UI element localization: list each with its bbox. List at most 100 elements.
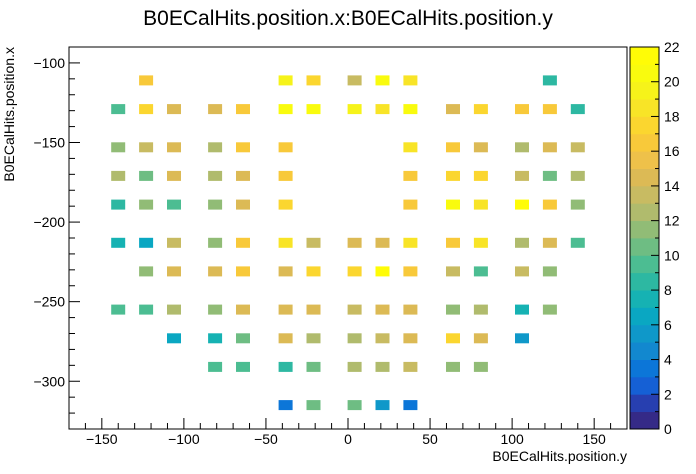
heatmap-bin bbox=[278, 266, 293, 277]
heatmap-bin bbox=[403, 237, 418, 248]
heatmap-bin bbox=[347, 75, 362, 86]
heatmap-bin bbox=[111, 104, 126, 115]
heatmap-bin bbox=[473, 237, 488, 248]
heatmap-bin bbox=[236, 104, 250, 115]
colorbar-segment bbox=[630, 307, 659, 326]
heatmap-bin bbox=[306, 104, 321, 115]
heatmap-bin bbox=[403, 304, 418, 315]
colorbar: 0 2 4 6 8 10 12 14 16 18 20 22 bbox=[629, 39, 680, 437]
heatmap-bin bbox=[236, 304, 250, 315]
x-axis-ticks: −150 −100 −50 0 50 100 150 bbox=[84, 418, 612, 447]
colorbar-segment bbox=[630, 203, 659, 222]
heatmap-bin bbox=[375, 104, 390, 115]
colorbar-segment bbox=[630, 290, 659, 308]
heatmap-bin bbox=[278, 142, 293, 153]
heatmap-bin bbox=[347, 304, 362, 315]
heatmap-bin bbox=[570, 104, 585, 115]
heatmap-bin bbox=[542, 142, 557, 153]
heatmap-bin bbox=[139, 266, 154, 277]
heatmap-bin bbox=[403, 333, 418, 344]
heatmap-bin bbox=[375, 361, 390, 372]
heatmap-bin bbox=[111, 170, 126, 181]
heatmap-bin bbox=[111, 304, 126, 315]
heatmap-bin bbox=[570, 237, 585, 248]
heatmap-bin bbox=[236, 170, 250, 181]
colorbar-tick-label: 8 bbox=[664, 282, 672, 298]
heatmap-bin bbox=[208, 104, 223, 115]
heatmap-bin bbox=[446, 361, 460, 372]
heatmap-bin bbox=[167, 104, 181, 115]
heatmap-bin bbox=[278, 75, 293, 86]
heatmap-bin bbox=[306, 400, 321, 411]
heatmap-bin bbox=[278, 199, 293, 210]
heatmap-bin bbox=[139, 170, 154, 181]
heatmap-bin bbox=[542, 266, 557, 277]
x-axis-label: B0ECalHits.position.y bbox=[492, 448, 627, 464]
heatmap-bin bbox=[167, 199, 181, 210]
chart-title: B0ECalHits.position.x:B0ECalHits.positio… bbox=[143, 7, 553, 30]
colorbar-tick-label: 10 bbox=[664, 247, 680, 263]
heatmap-bin bbox=[167, 142, 181, 153]
x-tick-label: −100 bbox=[168, 431, 200, 447]
heatmap-bin bbox=[208, 304, 223, 315]
heatmap-bin bbox=[515, 237, 529, 248]
heatmap-bin bbox=[306, 75, 321, 86]
colorbar-segment bbox=[630, 238, 659, 256]
heatmap-bin bbox=[515, 142, 529, 153]
heatmap-bins bbox=[111, 75, 585, 411]
colorbar-segment bbox=[630, 342, 659, 360]
heatmap-bin bbox=[570, 170, 585, 181]
colorbar-segment bbox=[630, 359, 659, 378]
colorbar-segment bbox=[630, 81, 659, 100]
heatmap-bin bbox=[542, 75, 557, 86]
colorbar-segment bbox=[630, 168, 659, 187]
colorbar-segment bbox=[630, 47, 659, 65]
heatmap-bin bbox=[347, 361, 362, 372]
heatmap-bin bbox=[278, 361, 293, 372]
heatmap-bin bbox=[473, 142, 488, 153]
heatmap-bin bbox=[515, 304, 529, 315]
heatmap-bin bbox=[403, 400, 418, 411]
heatmap-bin bbox=[208, 199, 223, 210]
heatmap-bin bbox=[473, 361, 488, 372]
y-tick-label: −100 bbox=[33, 55, 65, 71]
heatmap-bin bbox=[236, 333, 250, 344]
heatmap-bin bbox=[473, 266, 488, 277]
heatmap-bin bbox=[306, 304, 321, 315]
x-tick-label: −150 bbox=[86, 431, 118, 447]
heatmap-bin bbox=[236, 266, 250, 277]
heatmap-bin bbox=[139, 304, 154, 315]
x-tick-label: 100 bbox=[500, 431, 524, 447]
heatmap-bin bbox=[473, 199, 488, 210]
heatmap-bin bbox=[570, 142, 585, 153]
heatmap-bin bbox=[139, 237, 154, 248]
colorbar-tick-label: 14 bbox=[664, 178, 680, 194]
heatmap-bin bbox=[306, 333, 321, 344]
heatmap-bin bbox=[347, 104, 362, 115]
heatmap-bin bbox=[403, 75, 418, 86]
heatmap-bin bbox=[446, 142, 460, 153]
colorbar-tick-label: 20 bbox=[664, 74, 680, 90]
colorbar-tick-label: 22 bbox=[664, 39, 680, 55]
colorbar-tick-label: 0 bbox=[664, 421, 672, 437]
colorbar-segment bbox=[630, 64, 659, 83]
heatmap-bin bbox=[515, 266, 529, 277]
heatmap-bin bbox=[515, 333, 529, 344]
heatmap-bin bbox=[208, 170, 223, 181]
heatmap-bin bbox=[347, 266, 362, 277]
colorbar-segment bbox=[630, 255, 659, 274]
heatmap-bin bbox=[139, 75, 154, 86]
heatmap-bin bbox=[542, 170, 557, 181]
heatmap-bin bbox=[473, 304, 488, 315]
heatmap-bin bbox=[446, 266, 460, 277]
colorbar-segment bbox=[630, 220, 659, 239]
heatmap-bin bbox=[208, 266, 223, 277]
heatmap-bin bbox=[167, 237, 181, 248]
heatmap-bin bbox=[167, 304, 181, 315]
heatmap-bin bbox=[208, 142, 223, 153]
heatmap-bin bbox=[167, 266, 181, 277]
heatmap-bin bbox=[347, 237, 362, 248]
colorbar-segment bbox=[630, 151, 659, 169]
heatmap-bin bbox=[167, 170, 181, 181]
